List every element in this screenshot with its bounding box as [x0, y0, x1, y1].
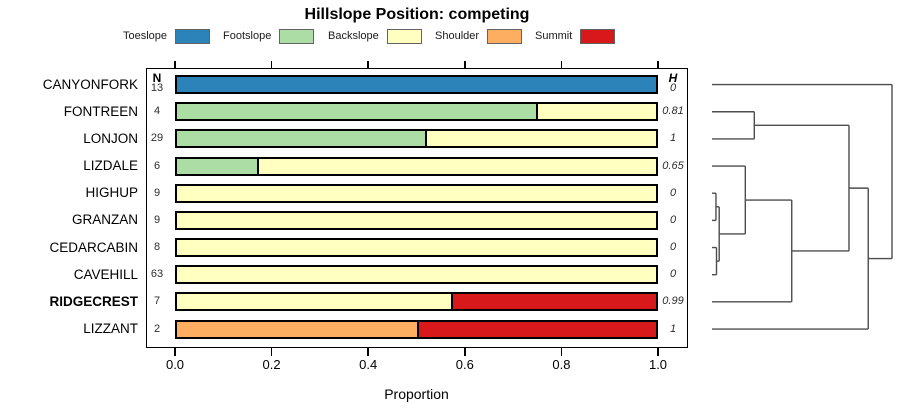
- bar-segment-backslope: [177, 240, 656, 256]
- legend-swatch-toeslope: [175, 28, 211, 44]
- n-column-header: N: [152, 71, 162, 85]
- bar-lizdale: [175, 156, 658, 176]
- n-value: 9: [153, 186, 161, 199]
- h-value: 0: [669, 213, 677, 226]
- bar-segment-summit: [416, 321, 656, 337]
- row-label-highup: HIGHUP: [85, 185, 138, 201]
- h-value: 0.99: [662, 295, 684, 308]
- row-label-granzan: GRANZAN: [71, 212, 138, 228]
- bar-lonjon: [175, 129, 658, 149]
- bar-segment-backslope: [256, 158, 656, 174]
- x-tick-label: 0.0: [165, 357, 185, 372]
- h-value: 0.65: [662, 159, 684, 172]
- n-value: 4: [153, 105, 161, 118]
- x-tick-top: [560, 60, 563, 68]
- bar-segment-shoulder: [177, 321, 417, 337]
- row-label-cedarcabin: CEDARCABIN: [49, 239, 138, 255]
- bar-segment-toeslope: [177, 77, 656, 93]
- x-tick-bottom: [174, 348, 176, 356]
- legend-item-footslope: Footslope: [223, 28, 315, 44]
- legend-swatch-footslope: [279, 28, 315, 44]
- row-label-canyonfork: CANYONFORK: [42, 76, 138, 92]
- x-tick-label: 0.2: [262, 357, 281, 372]
- x-tick-bottom: [560, 348, 563, 356]
- legend-label: Footslope: [223, 30, 272, 42]
- legend-swatch-summit: [580, 28, 616, 44]
- bar-segment-footslope: [177, 104, 537, 120]
- x-tick-bottom: [367, 348, 369, 356]
- bar-segment-backslope: [177, 294, 451, 310]
- h-value: 1: [669, 132, 677, 145]
- x-tick-top: [657, 60, 659, 68]
- bar-highup: [175, 183, 658, 203]
- bar-cavehill: [175, 265, 658, 285]
- x-tick-label: 0.6: [455, 357, 474, 372]
- legend-label: Backslope: [328, 30, 379, 42]
- n-value: 29: [150, 132, 164, 145]
- legend-swatch-backslope: [386, 28, 422, 44]
- legend-item-backslope: Backslope: [328, 28, 422, 44]
- n-value: 6: [153, 159, 161, 172]
- row-label-fontreen: FONTREEN: [63, 103, 138, 119]
- x-tick-top: [270, 60, 273, 68]
- x-tick-label: 0.4: [359, 357, 378, 372]
- bar-canyonfork: [175, 75, 658, 95]
- bar-lizzant: [175, 319, 658, 339]
- legend-item-shoulder: Shoulder: [435, 28, 523, 44]
- bar-granzan: [175, 210, 658, 230]
- row-label-lonjon: LONJON: [83, 130, 138, 146]
- x-axis-title: Proportion: [384, 386, 449, 402]
- row-label-lizzant: LIZZANT: [83, 321, 138, 336]
- x-tick-bottom: [464, 348, 466, 356]
- bar-segment-footslope: [177, 158, 257, 174]
- legend-label: Summit: [535, 30, 573, 42]
- x-tick-bottom: [657, 348, 659, 356]
- n-value: 2: [153, 322, 161, 335]
- bar-segment-backslope: [177, 185, 656, 201]
- h-value: 1: [669, 322, 677, 335]
- row-label-ridgecrest: RIDGECREST: [49, 293, 138, 309]
- h-value: 0.81: [662, 105, 684, 118]
- legend-label: Shoulder: [435, 30, 480, 42]
- x-tick-label: 1.0: [648, 357, 668, 372]
- x-tick-bottom: [270, 348, 273, 356]
- h-value: 0: [669, 241, 677, 254]
- bar-cedarcabin: [175, 238, 658, 258]
- x-tick-top: [367, 60, 369, 68]
- row-label-cavehill: CAVEHILL: [73, 266, 138, 282]
- bar-ridgecrest: [175, 292, 658, 312]
- bar-segment-backslope: [177, 212, 656, 228]
- chart-title: Hillslope Position: competing: [304, 6, 530, 23]
- n-value: 8: [153, 241, 161, 254]
- bar-fontreen: [175, 102, 658, 122]
- legend-label: Toeslope: [123, 30, 168, 42]
- x-tick-top: [174, 60, 176, 68]
- n-value: 7: [153, 295, 161, 308]
- h-column-header: H: [668, 71, 678, 85]
- legend-item-summit: Summit: [535, 28, 616, 44]
- n-value: 13: [150, 82, 164, 95]
- bar-segment-backslope: [177, 267, 656, 283]
- row-label-lizdale: LIZDALE: [83, 158, 138, 174]
- bar-segment-backslope: [424, 131, 656, 147]
- n-value: 63: [150, 268, 164, 281]
- bar-segment-summit: [450, 294, 656, 310]
- x-tick-top: [464, 60, 466, 68]
- n-value: 9: [153, 213, 161, 226]
- h-value: 0: [669, 82, 677, 95]
- h-value: 0: [669, 268, 677, 281]
- legend-item-toeslope: Toeslope: [123, 28, 211, 44]
- bar-segment-footslope: [177, 131, 425, 147]
- x-tick-label: 0.8: [552, 357, 571, 372]
- legend-swatch-shoulder: [487, 28, 523, 44]
- h-value: 0: [669, 186, 677, 199]
- bar-segment-backslope: [536, 104, 656, 120]
